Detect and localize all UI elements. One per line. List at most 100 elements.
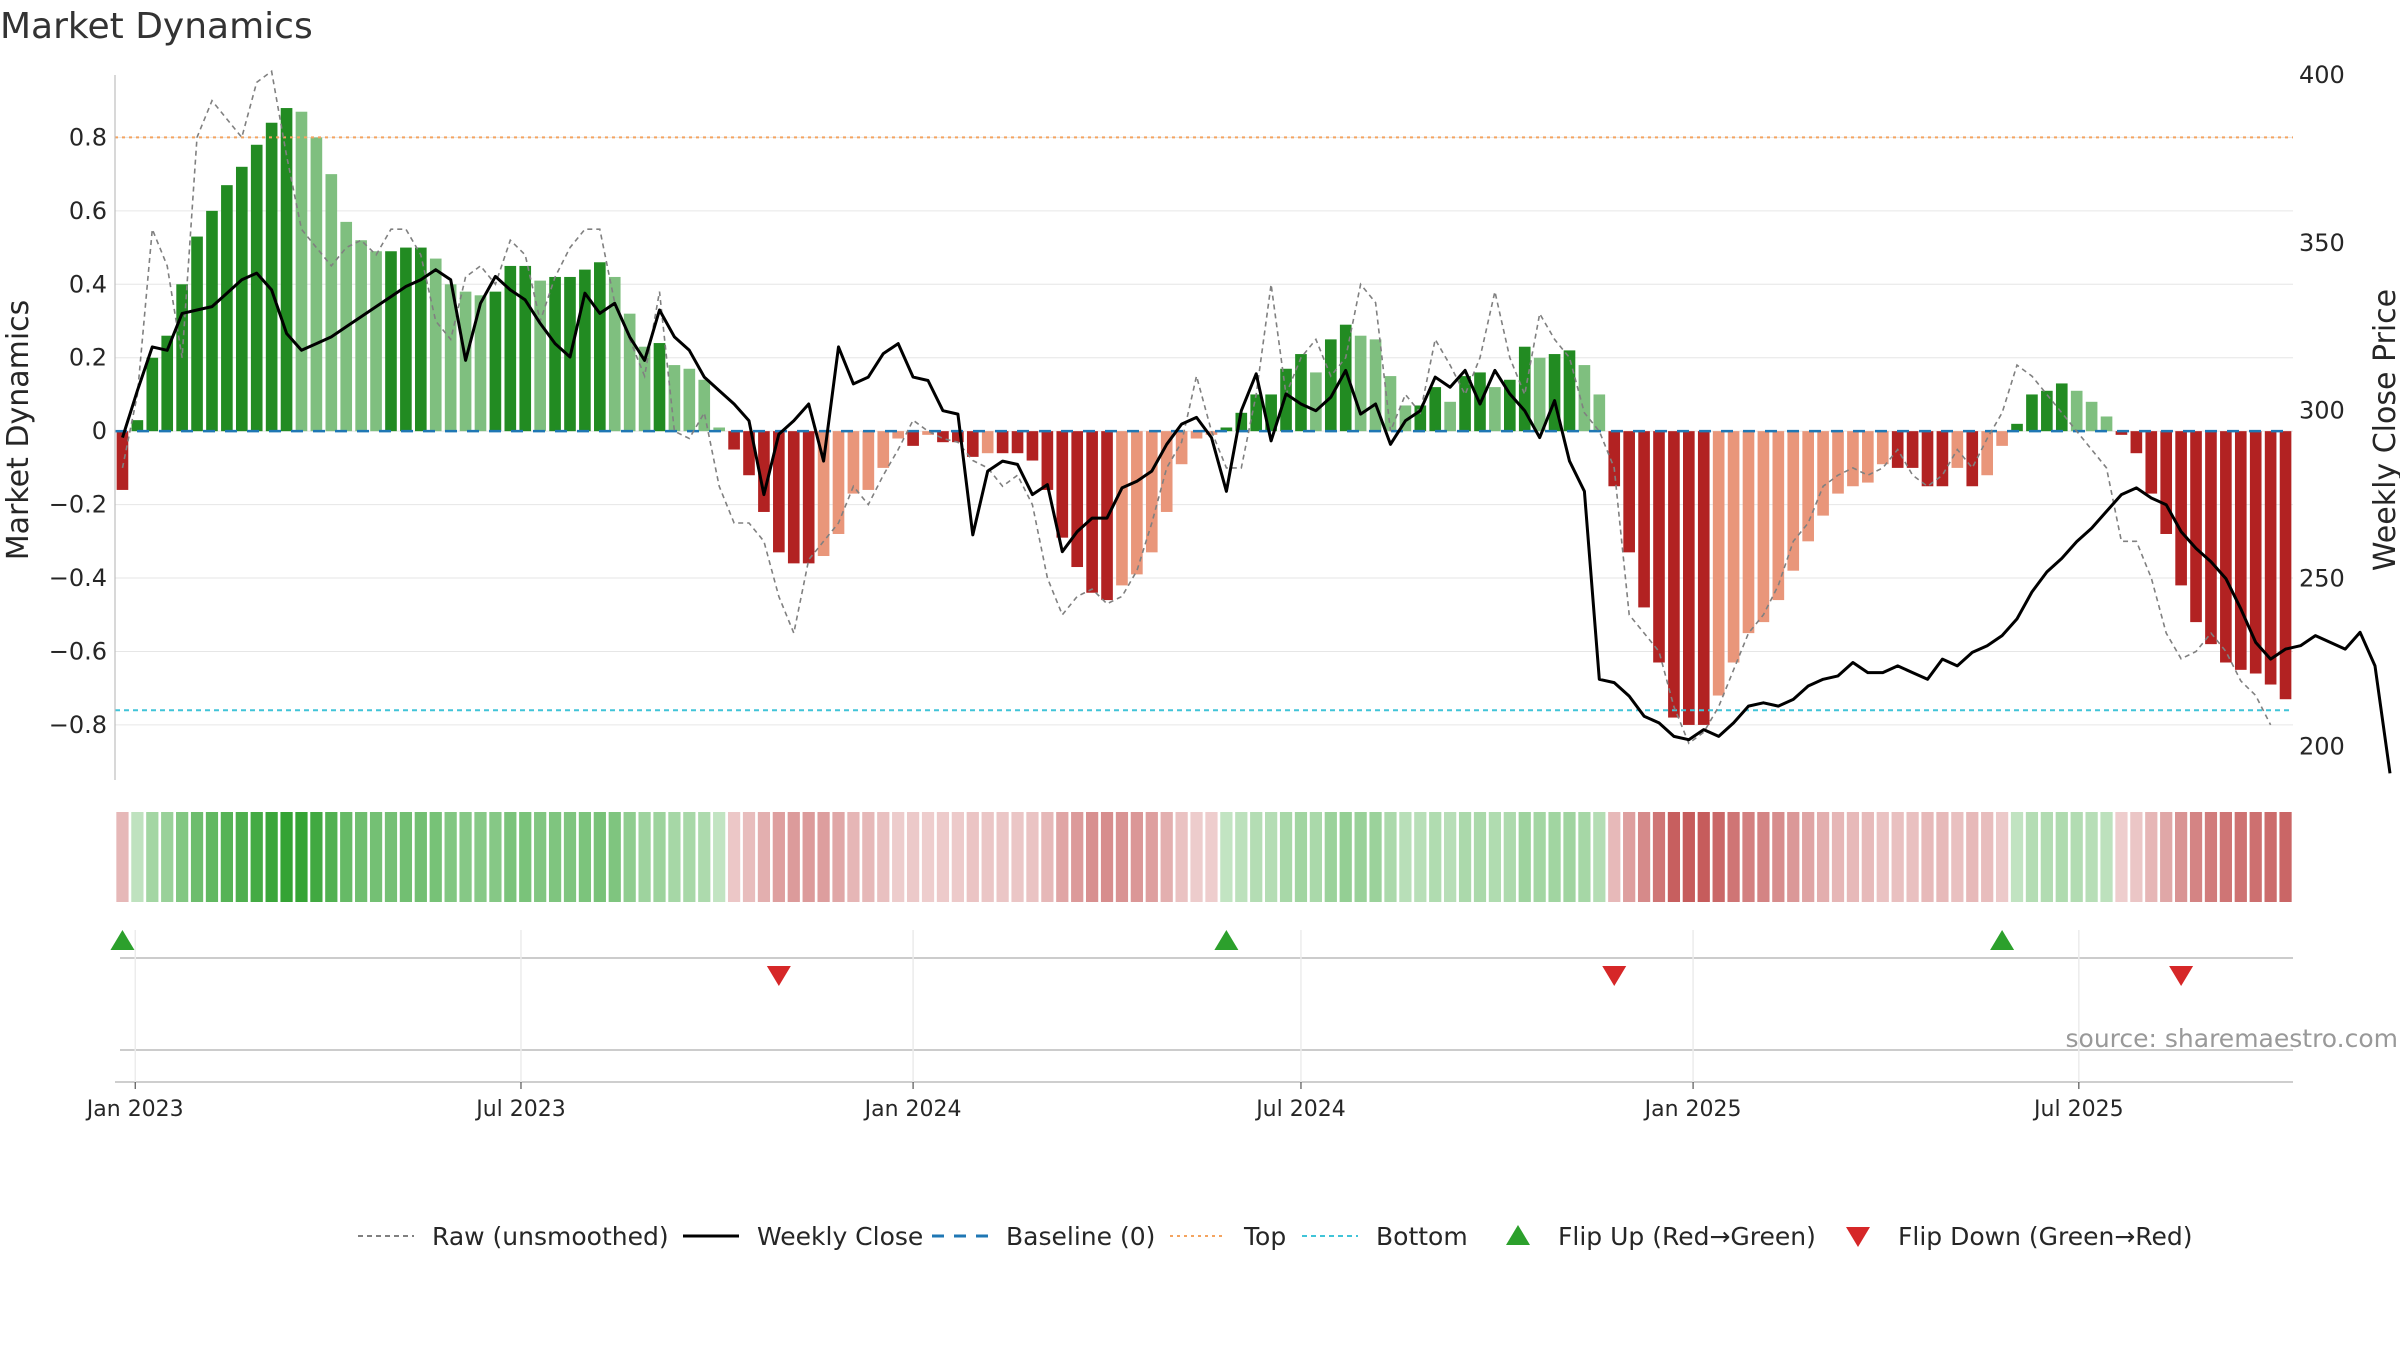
regime-cell [131, 812, 144, 902]
regime-cell [742, 812, 756, 902]
legend-item-close: Weekly Close [683, 1222, 923, 1251]
flip-panel: Jan 2023 Jul 2023 Jan 2024 Jul 2024 Jan 2025… [85, 930, 2293, 1122]
regime-cell [1488, 812, 1502, 902]
legend-item-raw: Raw (unsmoothed) [358, 1222, 669, 1251]
dynamics-bar [847, 431, 860, 494]
regime-cell [1294, 812, 1308, 902]
regime-cell [1160, 812, 1173, 902]
regime-cell [519, 812, 532, 902]
regime-cell [384, 812, 398, 902]
dynamics-bar [1727, 431, 1740, 663]
dynamics-bar [355, 240, 367, 432]
dynamics-bar [594, 262, 606, 432]
regime-cell [951, 812, 964, 902]
regime-cell [1861, 812, 1874, 902]
regime-cell [996, 812, 1009, 902]
dynamics-bar [549, 276, 561, 432]
regime-cell [429, 812, 442, 902]
regime-cell [1906, 812, 1919, 902]
dynamics-bar [996, 431, 1009, 454]
regime-cell [1265, 812, 1278, 902]
dynamics-bar [937, 431, 949, 443]
regime-cell [936, 812, 950, 902]
dynamics-bar [444, 284, 457, 432]
regime-cell [190, 812, 204, 902]
dynamics-bar [743, 431, 755, 476]
dynamics-bar [1712, 431, 1725, 696]
legend-label-raw: Raw (unsmoothed) [432, 1222, 669, 1251]
regime-cell [1175, 812, 1188, 902]
regime-cell [1831, 812, 1845, 902]
y-tick-label: 0.8 [69, 123, 107, 151]
x-tick-label: Jan 2024 [863, 1097, 962, 1122]
regime-cell [548, 812, 562, 902]
dynamics-bar [1802, 431, 1814, 542]
y2-tick-label: 250 [2299, 565, 2345, 593]
dynamics-bar [802, 431, 815, 564]
regime-cell [1921, 812, 1934, 902]
regime-cell [534, 812, 547, 902]
legend-swatch-flip_down [1846, 1227, 1870, 1247]
dynamics-bar [474, 295, 487, 432]
dynamics-bar [2249, 431, 2262, 674]
dynamics-bar [877, 431, 890, 468]
dynamics-bar [892, 431, 905, 439]
regime-cell [176, 812, 189, 902]
y-tick-label: −0.4 [49, 564, 107, 592]
regime-cell [1727, 812, 1740, 902]
legend-label-flip_up: Flip Up (Red→Green) [1558, 1222, 1816, 1251]
regime-cell [1190, 812, 1203, 902]
dynamics-bar [1996, 431, 2008, 446]
dynamics-bar [1966, 431, 1979, 487]
dynamics-bar [1220, 427, 1233, 432]
regime-cell [2010, 812, 2024, 902]
dynamics-bar [2100, 416, 2113, 432]
dynamics-bar [1071, 431, 1084, 568]
regime-cell [683, 812, 696, 902]
regime-cell [1682, 812, 1695, 902]
x-tick-label: Jan 2025 [1643, 1097, 1742, 1122]
regime-cell [1995, 812, 2009, 902]
dynamics-bar [489, 291, 502, 432]
dynamics-bar [1518, 346, 1531, 432]
reference-lines [115, 69, 2392, 774]
dynamics-bar [1235, 412, 1248, 432]
dynamics-bar [1503, 379, 1516, 432]
regime-cell [1458, 812, 1472, 902]
regime-cell [399, 812, 413, 902]
y-tick-label: 0.4 [69, 270, 107, 298]
dynamics-bar [981, 431, 994, 454]
regime-cell [1816, 812, 1830, 902]
dynamics-bar [1354, 335, 1367, 432]
regime-cell [1026, 812, 1039, 902]
dynamics-bar [519, 265, 532, 432]
dynamics-bar [280, 108, 293, 432]
regime-cell [1697, 812, 1710, 902]
regime-cell [2249, 812, 2262, 902]
dynamics-bar [862, 431, 875, 490]
dynamics-bar [1623, 431, 1635, 553]
dynamics-bar [1310, 372, 1322, 432]
dynamics-bar [1832, 431, 1844, 494]
regime-cell [1145, 812, 1158, 902]
regime-cell [1384, 812, 1397, 902]
regime-cell [787, 812, 800, 902]
dynamics-bar [400, 247, 412, 432]
dynamics-bar [1787, 431, 1800, 571]
regime-cell [1130, 812, 1143, 902]
dynamics-bar [429, 258, 442, 432]
regime-cell [205, 812, 219, 902]
regime-cell [817, 812, 830, 902]
regime-cell [504, 812, 517, 902]
regime-cell [1414, 812, 1427, 902]
regime-cell [2085, 812, 2098, 902]
regime-cell [2100, 812, 2113, 902]
dynamics-bar [2145, 431, 2158, 494]
dynamics-bar [1772, 431, 1785, 601]
y-tick-label: −0.8 [49, 711, 107, 739]
dynamics-bar [1847, 431, 1859, 487]
x-tick-label: Jul 2025 [2032, 1097, 2124, 1122]
dynamics-bar [1265, 394, 1277, 432]
dynamics-bar [683, 368, 696, 432]
